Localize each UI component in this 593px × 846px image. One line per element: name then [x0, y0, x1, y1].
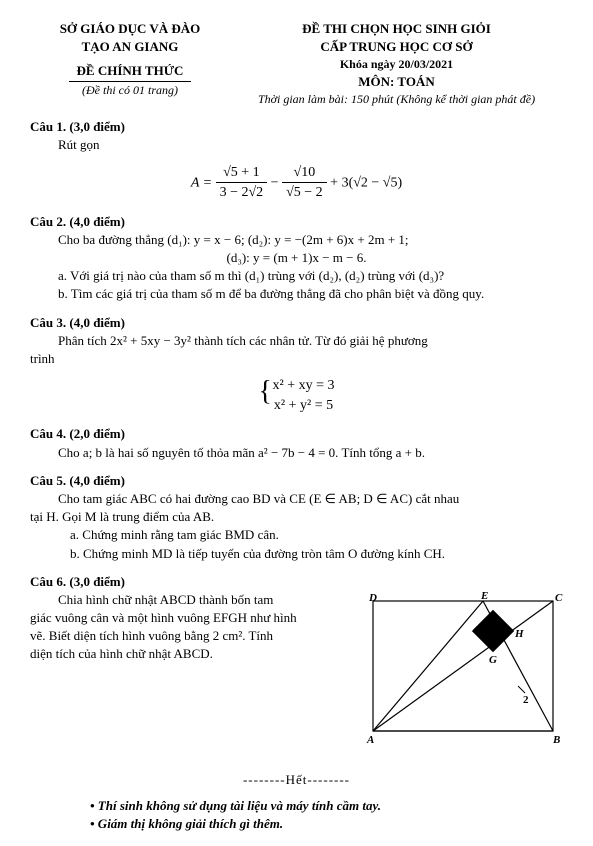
- q2-line2: (d₃): y = (m + 1)x − m − 6.: [30, 249, 563, 267]
- q1-minus: −: [271, 175, 282, 190]
- square-efgh: [472, 610, 514, 652]
- header-left: SỞ GIÁO DỤC VÀ ĐÀO TẠO AN GIANG ĐỀ CHÍNH…: [30, 20, 230, 108]
- label-two: 2: [523, 694, 529, 706]
- q5-label: Câu 5. (4,0 điểm): [30, 472, 563, 490]
- question-5: Câu 5. (4,0 điểm) Cho tam giác ABC có ha…: [30, 472, 563, 563]
- question-3: Câu 3. (4,0 điểm) Phân tích 2x² + 5xy − …: [30, 314, 563, 416]
- q5-part-a: a. Chứng minh rằng tam giác BMD cân.: [70, 526, 563, 544]
- q6-line3: vẽ. Biết diện tích hình vuông bằng 2 cm²…: [30, 627, 353, 645]
- question-6: Câu 6. (3,0 điểm) Chia hình chữ nhật ABC…: [30, 573, 563, 751]
- org-line2: TẠO AN GIANG: [30, 38, 230, 56]
- line-ae: [373, 601, 483, 731]
- q6-text: Chia hình chữ nhật ABCD thành bốn tam gi…: [30, 591, 353, 751]
- q6-line1: Chia hình chữ nhật ABCD thành bốn tam: [58, 591, 353, 609]
- q6-label: Câu 6. (3,0 điểm): [30, 573, 563, 591]
- label-g: G: [489, 654, 497, 666]
- q1-formula: A = √5 + 1 3 − 2√2 − √10 √5 − 2 + 3(√2 −…: [30, 163, 563, 203]
- q1-frac2: √10 √5 − 2: [282, 163, 327, 203]
- q1-tail: + 3(√2 − √5): [330, 175, 402, 190]
- q3-label: Câu 3. (4,0 điểm): [30, 314, 563, 332]
- question-1: Câu 1. (3,0 điểm) Rút gọn A = √5 + 1 3 −…: [30, 118, 563, 203]
- exam-subject: MÔN: TOÁN: [230, 73, 563, 91]
- footer-notes: • Thí sinh không sử dụng tài liệu và máy…: [90, 797, 563, 833]
- q3-line1: Phân tích 2x² + 5xy − 3y² thành tích các…: [58, 332, 563, 350]
- org-line1: SỞ GIÁO DỤC VÀ ĐÀO: [30, 20, 230, 38]
- label-h: H: [514, 628, 524, 640]
- pages-note: (Đề thi có 01 trang): [30, 82, 230, 99]
- question-4: Câu 4. (2,0 điểm) Cho a; b là hai số ngu…: [30, 425, 563, 461]
- q5-part-b: b. Chứng minh MD là tiếp tuyến của đường…: [70, 545, 563, 563]
- q5-line1: Cho tam giác ABC có hai đường cao BD và …: [58, 490, 563, 508]
- q4-line1: Cho a; b là hai số nguyên tố thỏa mãn a²…: [58, 444, 563, 462]
- label-c: C: [555, 592, 563, 604]
- q6-line4: diện tích của hình chữ nhật ABCD.: [30, 645, 353, 663]
- official-label: ĐỀ CHÍNH THỨC: [69, 62, 192, 81]
- exam-duration: Thời gian làm bài: 150 phút (Không kể th…: [230, 91, 563, 108]
- q3-eq1: x² + xy = 3: [273, 376, 335, 396]
- exam-date: Khóa ngày 20/03/2021: [230, 56, 563, 73]
- q6-line2: giác vuông cân và một hình vuông EFGH nh…: [30, 609, 353, 627]
- q5-line1b: tại H. Gọi M là trung điểm của AB.: [30, 508, 563, 526]
- q1-label: Câu 1. (3,0 điểm): [30, 118, 563, 136]
- q1-prefix: A =: [191, 175, 216, 190]
- label-b: B: [552, 734, 560, 746]
- q3-brace: x² + xy = 3 x² + y² = 5: [259, 376, 335, 415]
- q2-part-b: b. Tìm các giá trị của tham số m để ba đ…: [58, 285, 563, 303]
- label-f: F: [466, 624, 475, 636]
- header-right: ĐỀ THI CHỌN HỌC SINH GIỎI CẤP TRUNG HỌC …: [230, 20, 563, 108]
- header: SỞ GIÁO DỤC VÀ ĐÀO TẠO AN GIANG ĐỀ CHÍNH…: [30, 20, 563, 108]
- q3-eq2: x² + y² = 5: [273, 396, 335, 416]
- label-d: D: [368, 592, 377, 604]
- q2-line1: Cho ba đường thẳng (d₁): y = x − 6; (d₂)…: [58, 231, 563, 249]
- footer-divider: --------Hết--------: [30, 771, 563, 789]
- tick-mark: [518, 686, 525, 693]
- q1-frac1: √5 + 1 3 − 2√2: [216, 163, 268, 203]
- exam-title: ĐỀ THI CHỌN HỌC SINH GIỎI: [230, 20, 563, 38]
- q3-line1b: trình: [30, 350, 563, 368]
- q6-figure: D C A B E F H G 2: [363, 591, 563, 751]
- q4-label: Câu 4. (2,0 điểm): [30, 425, 563, 443]
- question-2: Câu 2. (4,0 điểm) Cho ba đường thẳng (d₁…: [30, 213, 563, 304]
- exam-level: CẤP TRUNG HỌC CƠ SỞ: [230, 38, 563, 56]
- q2-part-a: a. Với giá trị nào của tham số m thì (d₁…: [58, 267, 563, 285]
- q3-system: x² + xy = 3 x² + y² = 5: [30, 376, 563, 415]
- label-a: A: [366, 734, 374, 746]
- q2-label: Câu 2. (4,0 điểm): [30, 213, 563, 231]
- footer-note1: • Thí sinh không sử dụng tài liệu và máy…: [90, 797, 563, 815]
- diag-ac: [373, 601, 553, 731]
- q1-prompt: Rút gọn: [58, 136, 563, 154]
- footer-note2: • Giám thị không giải thích gì thêm.: [90, 815, 563, 833]
- label-e: E: [480, 591, 488, 602]
- q6-svg: D C A B E F H G 2: [363, 591, 563, 751]
